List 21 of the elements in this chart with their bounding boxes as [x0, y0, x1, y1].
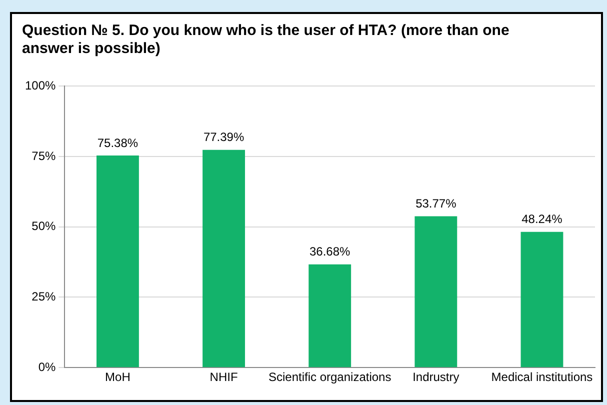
x-tick-label: Medical institutions — [491, 370, 593, 384]
y-tick-label: 0% — [38, 360, 56, 374]
bar — [308, 264, 352, 368]
x-tick-label: Scientific organizations — [268, 370, 392, 384]
chart-title: Question № 5. Do you know who is the user of HTA? (more than one answer is possible) — [22, 22, 510, 58]
bar — [96, 155, 139, 368]
bar — [202, 150, 245, 368]
x-tick-label: Indrustry — [412, 370, 460, 384]
y-tick-label: 25% — [32, 290, 56, 304]
y-tick-label: 100% — [24, 78, 56, 93]
data-label: 53.77% — [416, 196, 457, 211]
data-label: 77.39% — [203, 130, 244, 144]
bar — [520, 232, 564, 368]
y-tick-label: 75% — [32, 148, 56, 163]
data-label: 75.38% — [97, 136, 138, 150]
data-label: 48.24% — [522, 212, 563, 226]
y-tick-label: 50% — [32, 219, 56, 234]
data-label: 36.68% — [309, 244, 351, 259]
x-tick-label: NHIF — [210, 370, 238, 384]
x-tick-label: MoH — [105, 370, 130, 384]
bar — [414, 216, 458, 368]
